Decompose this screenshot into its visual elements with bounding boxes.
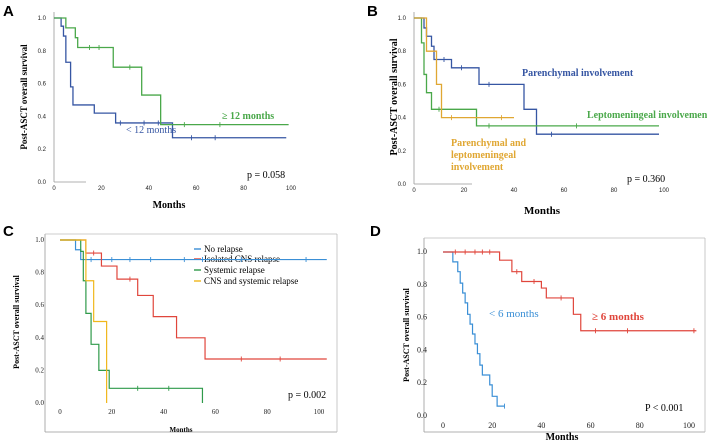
x-tick-label: 80 [264, 408, 272, 416]
p-value-c: p = 0.002 [288, 390, 326, 401]
series-label-ge12: ≥ 12 months [222, 111, 274, 122]
y-tick-label: 0.4 [398, 116, 407, 122]
survival-curve-parenchymal-and-leptomeningeal-involvement [414, 17, 514, 119]
x-tick-label: 0 [58, 408, 62, 416]
x-tick-label: 20 [108, 408, 116, 416]
survival-curve-cns-and-systemic-relapse [60, 239, 108, 403]
survival-curve-systemic-relapse [60, 239, 204, 403]
panel-d: D Post-ASCT overall survival Months P < … [370, 223, 706, 441]
survival-curve--6-months [443, 251, 697, 332]
panel-a: A Post-ASCT overall survival Months p = … [3, 3, 297, 211]
y-tick-label: 0.6 [398, 82, 407, 88]
y-tick-label: 0.4 [417, 345, 427, 354]
survival-curve--6-months [443, 251, 505, 407]
survival-curve-no-relapse [60, 239, 327, 261]
y-tick-label: 0.4 [38, 114, 47, 120]
survival-curve-isolated-cns-relapse [60, 239, 327, 360]
survival-curve--12-months [54, 17, 287, 139]
series-label-lt12: < 12 months [126, 125, 176, 136]
series-label-leptomeningeal: Leptomeningeal involvement [587, 110, 707, 121]
y-tick-label: 0.6 [35, 301, 44, 309]
x-tick-label: 40 [511, 188, 518, 194]
plot-area-d: 0.0 0.2 0.4 0.6 0.8 1.0 0 20 40 60 80 100 [417, 247, 697, 430]
survival-curve-leptomeningeal-involvement [414, 17, 659, 127]
x-tick-label: 60 [212, 408, 220, 416]
series-label-lt6: < 6 months [489, 308, 539, 320]
y-tick-label: 0.2 [35, 366, 44, 374]
y-axis-title-c: Post-ASCT overall survival [12, 274, 21, 368]
x-tick-label: 40 [160, 408, 168, 416]
y-tick-label: 1.0 [398, 16, 407, 22]
y-tick-label: 0.2 [398, 149, 407, 155]
x-axis-title-d: Months [546, 432, 579, 441]
x-tick-label: 20 [461, 188, 468, 194]
legend-c: No relapse Isolated CNS relapse Systemic… [194, 244, 298, 286]
x-tick-label: 0 [412, 188, 416, 194]
y-tick-label: 0.8 [38, 49, 47, 55]
x-tick-label: 60 [193, 186, 200, 192]
x-tick-label: 100 [659, 188, 670, 194]
panel-label-d: D [370, 223, 381, 240]
y-tick-label: 0.0 [417, 411, 427, 420]
x-tick-label: 60 [561, 188, 568, 194]
y-tick-label: 0.0 [38, 180, 47, 186]
x-tick-label: 80 [240, 186, 247, 192]
legend-label-no-relapse: No relapse [204, 244, 243, 254]
y-tick-label: 0.8 [35, 269, 44, 277]
y-axis-title-b: Post-ASCT overall survival [389, 38, 400, 155]
y-tick-label: 0.4 [35, 334, 44, 342]
p-value-d: P < 0.001 [645, 403, 683, 414]
x-tick-label: 40 [537, 421, 545, 430]
series-label-combined-3: involvement [451, 162, 504, 173]
x-tick-label: 20 [98, 186, 105, 192]
y-tick-label: 0.6 [417, 313, 427, 322]
legend-label-cns-systemic: CNS and systemic relapse [204, 276, 298, 286]
x-axis-title-a: Months [153, 200, 186, 211]
panel-label-b: B [367, 3, 378, 20]
panel-c: C Post-ASCT overall survival Months p = … [3, 223, 338, 434]
panel-b: B Post-ASCT overall survival Months p = … [367, 3, 707, 217]
x-axis-title-b: Months [524, 205, 561, 217]
x-tick-label: 0 [441, 421, 445, 430]
series-label-combined-2: leptomeningeal [451, 150, 516, 161]
x-tick-label: 80 [636, 421, 644, 430]
x-tick-label: 100 [314, 408, 325, 416]
plot-area-a: 0.0 0.2 0.4 0.6 0.8 1.0 0 20 40 60 80 100 [38, 16, 297, 192]
y-axis-title-d: Post-ASCT overall survival [402, 287, 411, 381]
series-label-parenchymal: Parenchymal involvement [522, 68, 634, 79]
legend-label-systemic: Systemic relapse [204, 265, 265, 275]
y-axis-title-a: Post-ASCT overall survival [19, 44, 29, 150]
y-tick-label: 0.2 [38, 147, 47, 153]
series-label-combined-1: Parenchymal and [451, 138, 527, 149]
y-tick-label: 0.2 [417, 378, 427, 387]
x-tick-label: 20 [488, 421, 496, 430]
plot-area-c: 0.0 0.2 0.4 0.6 0.8 1.0 0 20 40 60 80 100 [35, 236, 327, 416]
series-label-ge6: ≥ 6 months [592, 311, 645, 323]
y-tick-label: 0.0 [398, 182, 407, 188]
panel-label-c: C [3, 223, 14, 240]
p-value-a: p = 0.058 [247, 170, 285, 181]
x-axis-title-c: Months [170, 426, 193, 434]
x-tick-label: 100 [286, 186, 297, 192]
x-tick-label: 0 [52, 186, 56, 192]
x-tick-label: 80 [611, 188, 618, 194]
p-value-b: p = 0.360 [627, 174, 665, 185]
y-tick-label: 1.0 [38, 16, 47, 22]
y-tick-label: 1.0 [35, 236, 44, 244]
y-tick-label: 0.8 [398, 49, 407, 55]
panel-label-a: A [3, 3, 14, 20]
survival-curve--12-months [54, 17, 289, 126]
y-tick-label: 1.0 [417, 247, 427, 256]
x-tick-label: 100 [683, 421, 695, 430]
x-tick-label: 40 [145, 186, 152, 192]
x-tick-label: 60 [587, 421, 595, 430]
y-tick-label: 0.6 [38, 82, 47, 88]
y-tick-label: 0.0 [35, 399, 44, 407]
y-tick-label: 0.8 [417, 280, 427, 289]
plot-area-b: 0.0 0.2 0.4 0.6 0.8 1.0 0 20 40 60 80 100 [398, 16, 670, 194]
